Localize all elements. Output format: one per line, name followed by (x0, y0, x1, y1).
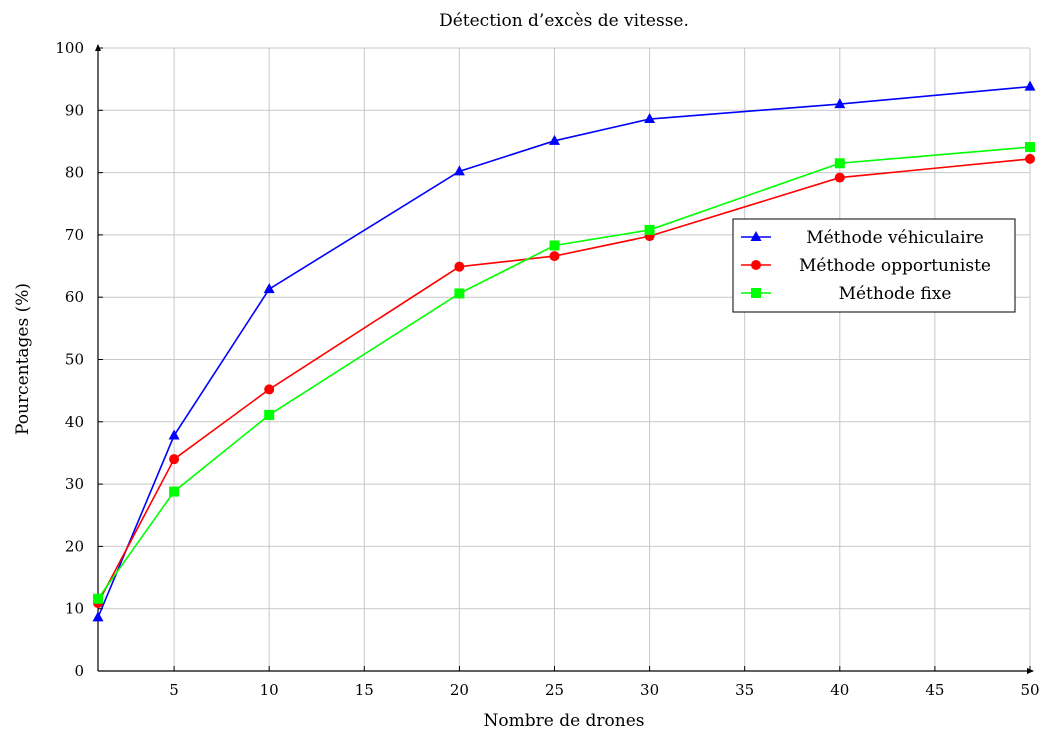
y-tick-label: 30 (65, 475, 84, 493)
legend-label: Méthode fixe (839, 284, 952, 304)
series-line (97, 85, 1031, 618)
data-point (1024, 80, 1036, 91)
legend-marker (750, 231, 762, 241)
data-point (644, 224, 655, 235)
legend-marker (751, 288, 761, 298)
x-tick-label: 50 (1020, 681, 1039, 699)
legend: Méthode véhiculaire Méthode opportuniste M… (732, 218, 1016, 313)
x-tick-label: 45 (925, 681, 944, 699)
series-line (97, 146, 1031, 600)
legend-box (732, 218, 1016, 313)
y-tick-label: 50 (65, 351, 84, 369)
data-point (1025, 153, 1035, 164)
y-tick-label: 20 (65, 537, 84, 555)
data-point (264, 409, 275, 420)
data-point (263, 283, 275, 294)
series-3 (93, 142, 1035, 604)
x-tick-label: 35 (735, 681, 754, 699)
series-line (97, 158, 1031, 604)
y-tick-label: 70 (65, 226, 84, 244)
y-tick-label: 90 (65, 101, 84, 119)
x-tick-label: 40 (830, 681, 849, 699)
y-tick-labels: 0 10 20 30 40 50 60 70 80 90 100 (55, 39, 84, 680)
series-group (92, 80, 1036, 622)
data-point (549, 251, 560, 262)
data-point (834, 98, 846, 109)
x-tick-label: 10 (260, 681, 279, 699)
legend-entry: Méthode véhiculaire (741, 228, 984, 248)
data-point (644, 113, 656, 124)
data-point (548, 134, 560, 145)
y-axis-arrow (95, 44, 101, 51)
grid (98, 47, 1031, 671)
x-axis-label: Nombre de drones (483, 711, 644, 731)
legend-entry: Méthode fixe (741, 284, 951, 304)
y-tick-label: 100 (55, 39, 84, 57)
y-axis-label: Pourcentages (%) (13, 283, 33, 435)
data-point (169, 486, 180, 497)
y-tick-label: 40 (65, 413, 84, 431)
data-point (834, 172, 845, 183)
legend-label: Méthode véhiculaire (806, 228, 984, 248)
y-tick-label: 10 (65, 600, 84, 618)
legend-entry: Méthode opportuniste (741, 256, 991, 276)
data-point (454, 288, 465, 299)
y-tick-label: 60 (65, 288, 84, 306)
data-point (454, 261, 465, 272)
y-tick-label: 0 (74, 662, 84, 680)
x-tick-label: 15 (355, 681, 374, 699)
x-tick-label: 30 (640, 681, 659, 699)
data-point (453, 165, 465, 176)
data-point (168, 429, 180, 440)
data-point (549, 240, 560, 251)
data-point (169, 454, 180, 465)
data-point (1025, 142, 1035, 153)
y-tick-label: 80 (65, 164, 84, 182)
x-tick-label: 5 (169, 681, 179, 699)
data-point (92, 611, 104, 622)
legend-marker (751, 260, 761, 270)
data-point (834, 158, 845, 169)
x-axis-arrow (1027, 668, 1034, 674)
data-point (93, 593, 103, 604)
legend-label: Méthode opportuniste (799, 256, 991, 276)
data-point (264, 384, 275, 395)
x-tick-label: 20 (450, 681, 469, 699)
axes (95, 44, 1034, 674)
chart-title: Détection d’excès de vitesse. (439, 11, 689, 31)
series-1 (92, 80, 1036, 622)
x-tick-label: 25 (545, 681, 564, 699)
x-tick-labels: 5 10 15 20 25 30 35 40 45 50 (169, 681, 1039, 699)
